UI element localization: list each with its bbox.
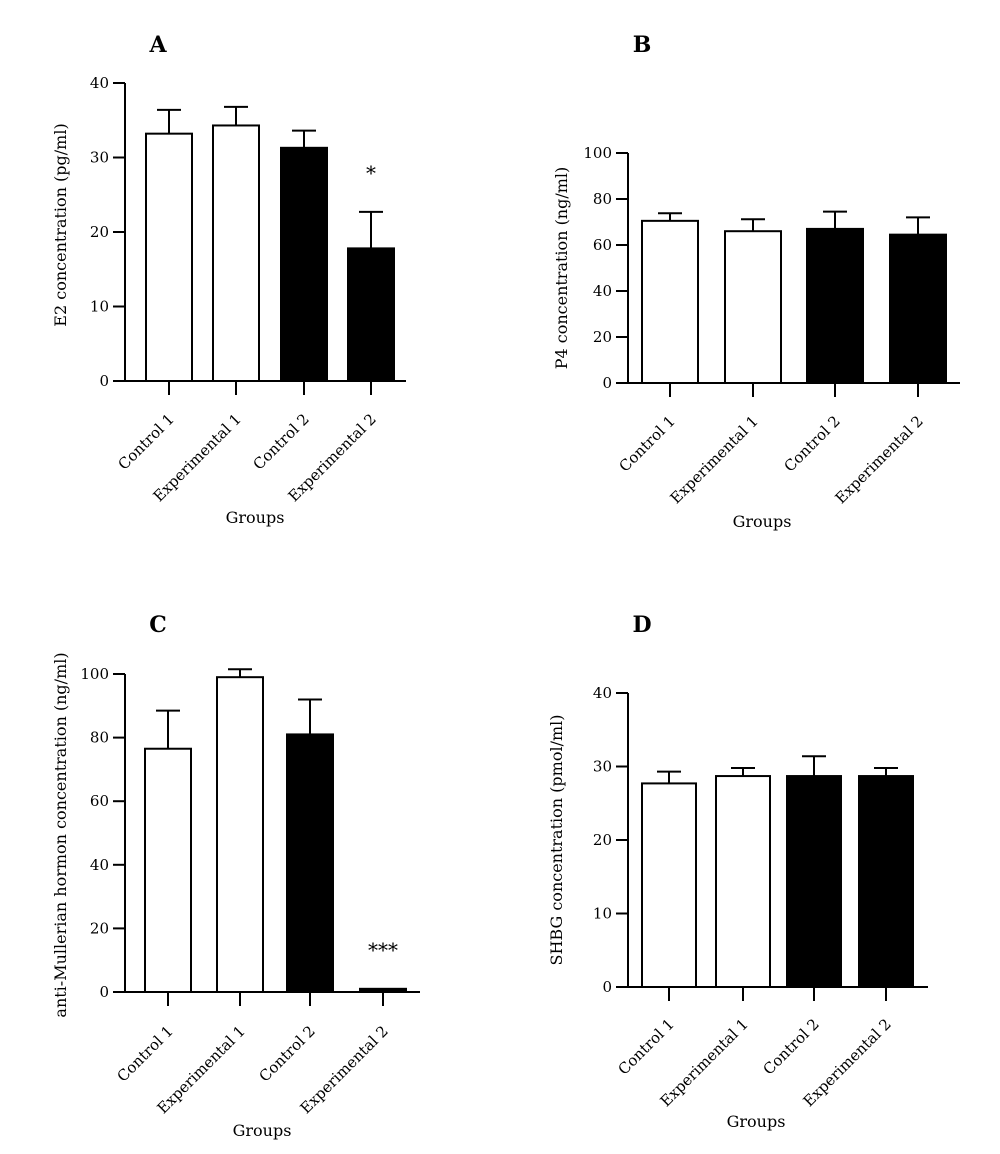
y-tick-label: 10 [90,298,109,316]
bar [715,775,771,988]
significance-marker: * [366,161,376,185]
x-tick-label: Control 1 [114,1022,177,1085]
x-tick-label: Control 2 [256,1022,319,1085]
y-tick-label: 20 [593,831,612,849]
x-tick-label: Experimental 1 [667,412,762,507]
y-axis-title: P4 concentration (ng/ml) [552,167,571,370]
bar [347,247,395,382]
bar [145,132,193,382]
bar [724,230,782,384]
panel-label: A [148,32,167,58]
bar [641,782,697,989]
y-tick-label: 30 [593,758,612,776]
x-tick-label: Control 2 [760,1015,823,1078]
bar [212,124,260,382]
bar [858,775,914,988]
y-tick-label: 60 [593,236,612,254]
y-tick-label: 20 [90,919,109,937]
y-axis-title: E2 concentration (pg/ml) [51,123,70,326]
y-tick-label: 20 [90,223,109,241]
y-tick-label: 80 [90,729,109,747]
x-tick-label: Control 2 [781,412,844,475]
bar [889,233,947,384]
y-tick-label: 20 [593,328,612,346]
bar [216,676,264,993]
x-tick-label: Control 1 [616,412,679,475]
significance-marker: *** [368,938,398,962]
bar [359,987,407,994]
x-tick-label: Experimental 2 [832,412,927,507]
y-tick-label: 100 [583,144,612,162]
bar [806,227,864,384]
panel-label: C [149,612,167,638]
y-tick-label: 30 [90,149,109,167]
y-axis-title: anti-Mullerian hormon concentration (ng/… [51,652,70,1017]
y-tick-label: 40 [593,282,612,300]
panel-label: D [632,612,651,638]
y-tick-label: 0 [99,372,109,390]
x-tick-label: Control 1 [615,1015,678,1078]
y-tick-label: 10 [593,905,612,923]
x-tick-label: Control 2 [250,410,313,473]
y-tick-label: 80 [593,190,612,208]
x-axis-title: Groups [233,1121,292,1140]
bar [280,146,328,382]
y-axis-title: SHBG concentration (pmol/ml) [547,715,566,966]
panel-label: B [633,32,652,58]
y-tick-label: 0 [99,983,109,1001]
y-tick-label: 0 [602,374,612,392]
y-tick-label: 40 [90,74,109,92]
bar [144,747,192,993]
y-tick-label: 60 [90,792,109,810]
y-tick-label: 40 [593,684,612,702]
x-axis-title: Groups [226,508,285,527]
x-axis-title: Groups [733,512,792,531]
x-tick-label: Control 1 [115,410,178,473]
bar [641,219,699,384]
y-tick-label: 40 [90,856,109,874]
x-axis-title: Groups [727,1112,786,1131]
bar [286,733,334,993]
y-tick-label: 0 [602,978,612,996]
y-tick-label: 100 [80,665,109,683]
bar [786,775,842,988]
